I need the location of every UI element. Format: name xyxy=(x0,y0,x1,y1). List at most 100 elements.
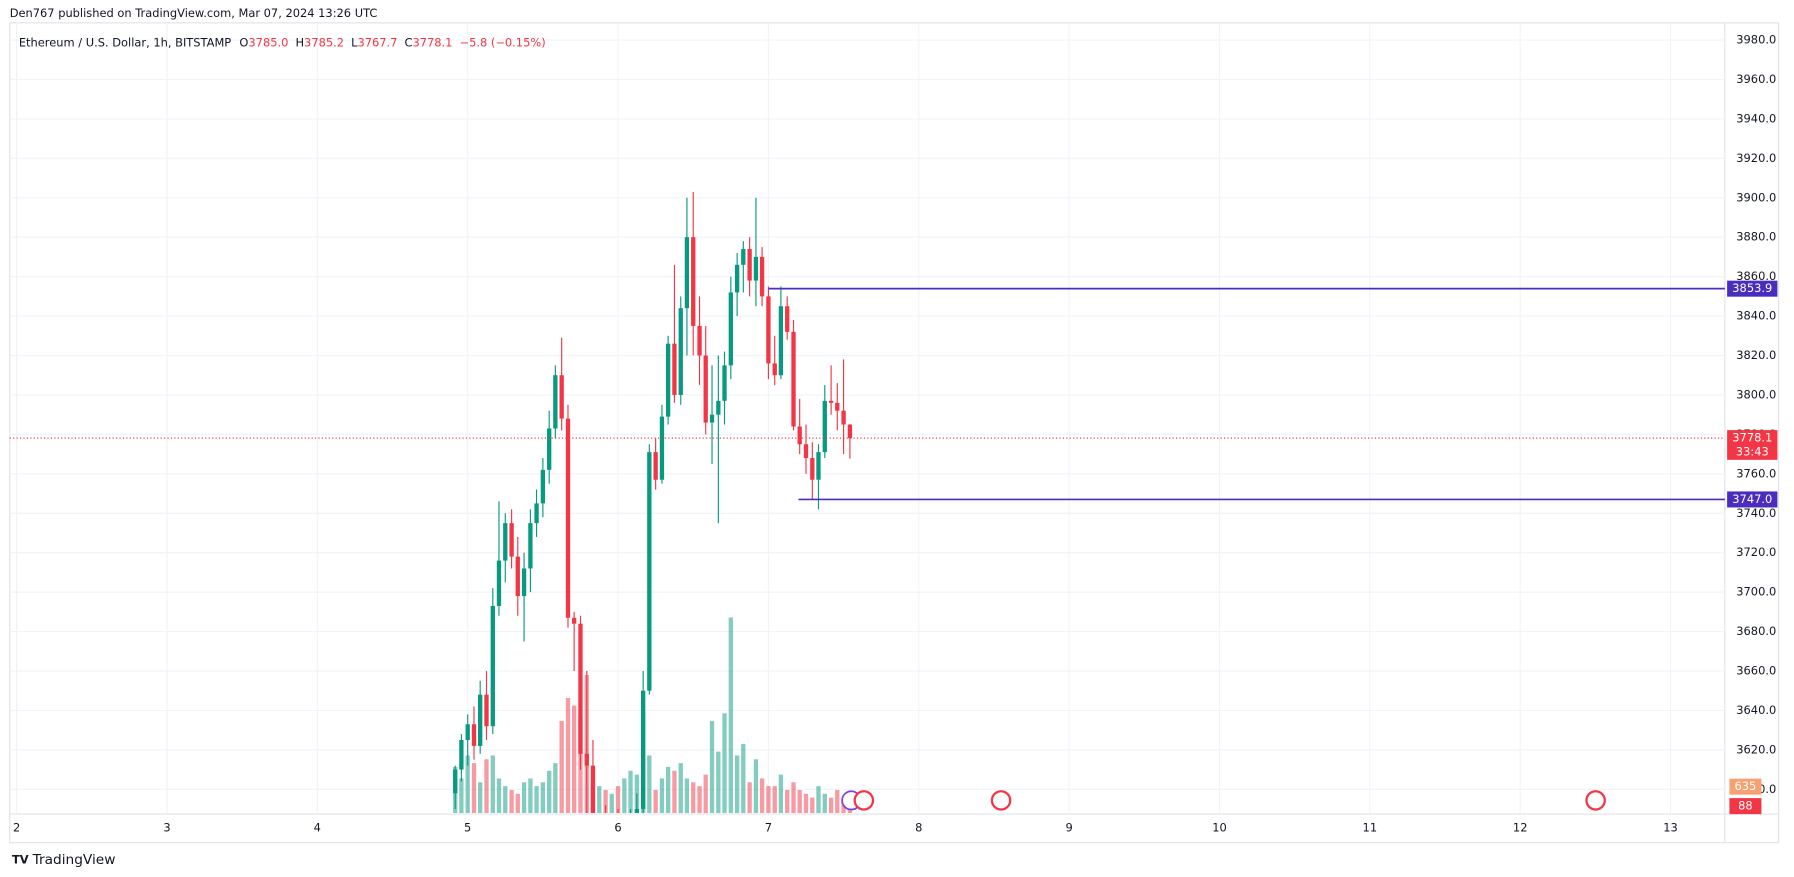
volume-bar xyxy=(459,778,464,813)
candle-body xyxy=(672,343,677,395)
volume-bar xyxy=(540,782,546,813)
event-icon xyxy=(1585,790,1606,811)
candle-body xyxy=(785,306,790,332)
candle-body xyxy=(490,605,495,727)
candle-body xyxy=(571,617,577,624)
volume-bar xyxy=(816,786,821,813)
ohlc-value: 3767.7 xyxy=(357,35,397,49)
event-icons xyxy=(841,790,1606,811)
volume-bar xyxy=(528,778,533,813)
y-tick-label: 3840.0 xyxy=(1736,309,1776,323)
candle-body xyxy=(766,296,771,364)
volume-bar xyxy=(672,770,677,813)
last-price-tag xyxy=(1727,430,1778,460)
volume-bar xyxy=(622,778,627,813)
symbol-legend: Ethereum / U.S. Dollar, 1h, BITSTAMP O37… xyxy=(19,35,546,49)
candle-body xyxy=(722,365,727,401)
level-tag xyxy=(1727,491,1778,508)
candle-body xyxy=(691,237,696,326)
volume-bar xyxy=(835,789,840,813)
candle-body xyxy=(559,375,564,419)
candle-body xyxy=(797,426,802,445)
volume-tag xyxy=(1729,798,1762,815)
candle-body xyxy=(684,237,690,309)
volume-label: 88 xyxy=(1738,799,1753,813)
y-tick-label: 3800.0 xyxy=(1736,387,1776,401)
candle-body xyxy=(484,694,489,727)
chart-frame xyxy=(9,22,1780,844)
candle-body xyxy=(653,452,658,480)
footer-logo: TradingView xyxy=(32,852,116,868)
candle-body xyxy=(847,424,853,439)
volume-bar xyxy=(490,755,495,813)
candle-body xyxy=(534,503,539,524)
volume-bar xyxy=(722,713,727,813)
y-tick-label: 3620.0 xyxy=(1736,742,1776,756)
change: −5.8 (−0.15%) xyxy=(460,35,546,49)
ohlc-value: 3785.2 xyxy=(304,35,344,49)
y-tick-label: 3760.0 xyxy=(1736,466,1776,480)
y-tick-label: 3700.0 xyxy=(1736,585,1776,599)
volume-bar xyxy=(571,705,577,813)
candle-body xyxy=(703,355,708,423)
candle-body xyxy=(753,256,759,281)
candle-body xyxy=(728,292,733,366)
candle-body xyxy=(515,556,520,597)
volume-bar xyxy=(484,759,489,813)
volume-bar xyxy=(847,809,853,813)
x-tick-label: 5 xyxy=(464,820,471,834)
volume-bar xyxy=(828,797,834,813)
x-tick-label: 12 xyxy=(1513,820,1528,834)
candle-body xyxy=(665,343,671,417)
volume-bar xyxy=(659,778,665,813)
candle-body xyxy=(521,568,527,597)
candle-body xyxy=(678,308,683,395)
volume-bar xyxy=(465,755,470,813)
volume-bar xyxy=(603,789,608,813)
candle-body xyxy=(478,694,483,746)
volume-bar xyxy=(753,759,759,813)
volume-bar xyxy=(547,770,552,813)
candle-body xyxy=(553,375,558,429)
ohlc-value: 3778.1 xyxy=(412,35,452,49)
y-tick-label: 3820.0 xyxy=(1736,348,1776,362)
volume-bar xyxy=(747,782,752,813)
volume-bar xyxy=(691,782,696,813)
candle-body xyxy=(622,845,626,859)
level-label: 3853.9 xyxy=(1732,281,1772,295)
candle-body xyxy=(465,724,470,741)
published-note: Den767 published on TradingView.com, Mar… xyxy=(10,6,378,20)
volume-ma-tag xyxy=(1729,778,1762,795)
volume-bar xyxy=(478,782,483,813)
volume-bar xyxy=(653,789,658,813)
volume-bar xyxy=(822,793,827,813)
candle-body xyxy=(810,458,815,480)
x-tick-label: 13 xyxy=(1663,820,1678,834)
candle-body xyxy=(459,740,464,770)
volume-bar xyxy=(503,786,508,813)
y-tick-label: 3640.0 xyxy=(1736,703,1776,717)
candle-body xyxy=(816,452,821,480)
volume-bar xyxy=(716,751,721,813)
candle-body xyxy=(590,765,596,813)
volume-ma-label: 635 xyxy=(1735,779,1757,793)
candle-body xyxy=(453,769,458,794)
volume-bar xyxy=(684,778,690,813)
volume-bar xyxy=(766,786,771,813)
volume-bar xyxy=(559,720,564,813)
candle-body xyxy=(778,306,784,376)
candle-body xyxy=(584,753,589,766)
candle-body xyxy=(616,839,620,859)
candle-body xyxy=(496,560,502,606)
candle-body xyxy=(741,249,746,265)
volume-bar xyxy=(803,793,809,813)
volume-bar xyxy=(471,763,477,813)
volume-bar xyxy=(521,782,527,813)
y-tick-label: 3940.0 xyxy=(1736,111,1776,125)
y-tick-label: 3680.0 xyxy=(1736,624,1776,638)
candle-body xyxy=(709,414,715,423)
candle-body xyxy=(565,418,571,618)
candle-body xyxy=(697,325,702,356)
volume-bar xyxy=(509,789,514,813)
event-icon xyxy=(990,790,1012,811)
